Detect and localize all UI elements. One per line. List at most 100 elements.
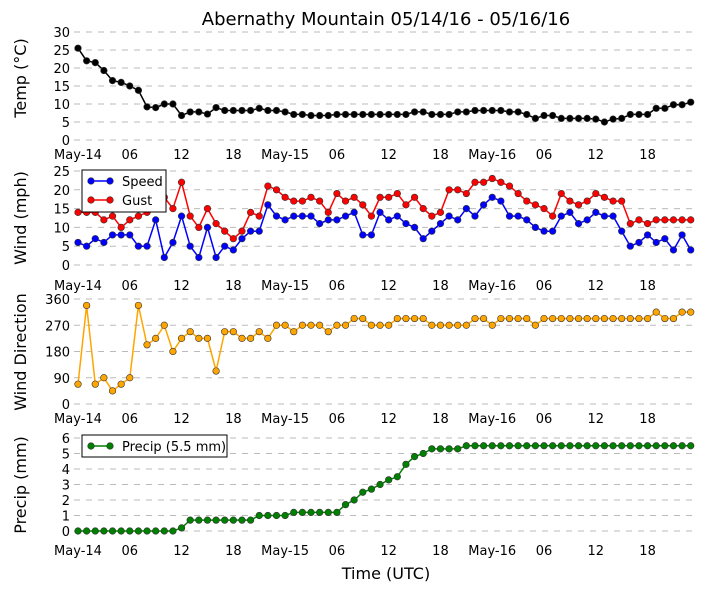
data-point [255, 104, 263, 112]
data-point [540, 442, 548, 450]
y-tick-label: 10 [53, 98, 70, 113]
data-point [255, 328, 263, 336]
data-point [376, 193, 384, 201]
data-point [678, 231, 686, 239]
data-point [359, 201, 367, 209]
data-point [635, 238, 643, 247]
data-point [212, 516, 220, 524]
data-point [669, 216, 678, 224]
data-point [100, 374, 108, 382]
data-point [592, 115, 600, 123]
y-tick-label: 15 [53, 80, 70, 95]
data-point [436, 445, 445, 453]
y-tick-label: 5 [62, 116, 70, 131]
data-point [436, 110, 445, 119]
data-point [462, 442, 470, 450]
data-point [350, 110, 358, 119]
x-tick-label: 12 [588, 279, 605, 294]
data-point [83, 301, 91, 310]
data-point [367, 485, 376, 493]
data-point [462, 108, 470, 116]
x-tick-label: 06 [329, 412, 346, 427]
y-tick-label: 25 [53, 44, 70, 59]
data-point [618, 114, 626, 122]
data-point [272, 321, 281, 329]
data-point [126, 374, 134, 382]
y-tick-label: 2 [62, 494, 70, 509]
data-point [428, 445, 436, 453]
panel-dir: 0 90 180 270 360 Wind Direction May-14 06 12 18 Ma… [11, 293, 696, 427]
data-point [376, 321, 384, 329]
data-point [540, 227, 548, 235]
data-point [497, 106, 505, 115]
data-point [488, 106, 496, 115]
data-point [264, 334, 272, 342]
data-point [514, 314, 522, 323]
series-direction [74, 301, 695, 395]
legend-marker [87, 177, 95, 185]
data-point [212, 103, 220, 112]
data-point [316, 508, 324, 517]
data-point [419, 314, 427, 323]
data-point [117, 223, 125, 231]
data-point [229, 516, 237, 524]
data-point [549, 314, 557, 323]
data-point [566, 208, 574, 216]
data-point [238, 106, 246, 115]
data-point [134, 86, 143, 94]
series-temp [74, 44, 695, 126]
x-tick-label: 06 [329, 279, 346, 294]
data-point [160, 253, 168, 262]
data-point [626, 242, 634, 250]
x-tick-label: May-14 [54, 544, 102, 559]
data-point [152, 334, 160, 342]
data-point [152, 216, 160, 224]
data-point [229, 106, 237, 115]
data-point [600, 314, 609, 323]
data-point [281, 193, 289, 201]
data-point [514, 212, 522, 220]
data-point [126, 216, 134, 224]
data-point [480, 442, 488, 450]
x-tick-label: 18 [225, 544, 242, 559]
data-point [203, 334, 212, 342]
data-point [488, 193, 496, 201]
x-tick-label: 12 [380, 279, 397, 294]
data-point [298, 508, 306, 517]
legend-marker [106, 196, 114, 204]
data-point [402, 314, 410, 323]
data-point [376, 110, 384, 119]
data-point [523, 216, 531, 224]
x-tick-label: May-15 [261, 544, 309, 559]
data-point [160, 321, 168, 329]
data-point [91, 235, 99, 243]
data-point [307, 193, 315, 201]
data-point [316, 197, 324, 205]
data-point [117, 231, 125, 239]
x-tick-label: 06 [536, 148, 553, 163]
data-point [436, 220, 445, 228]
legend: Speed Gust [81, 169, 167, 213]
y-tick-label: 0 [62, 398, 70, 413]
data-point [687, 216, 695, 224]
x-tick-label: 12 [173, 544, 190, 559]
x-tick-label: 12 [588, 148, 605, 163]
data-point [169, 238, 177, 247]
y-tick-label: 3 [62, 479, 70, 494]
data-point [635, 110, 643, 119]
data-point [462, 321, 470, 329]
data-point [169, 527, 177, 535]
data-point [281, 216, 289, 224]
data-point [462, 205, 470, 213]
data-point [272, 106, 281, 115]
x-tick-label: 18 [432, 544, 449, 559]
data-point [307, 321, 315, 329]
data-point [557, 212, 565, 220]
data-point [566, 314, 574, 323]
series-speed [74, 193, 695, 262]
data-point [592, 208, 600, 216]
legend-marker [87, 196, 95, 204]
data-point [221, 106, 229, 115]
data-point [316, 220, 324, 228]
y-tick-label: 360 [45, 293, 70, 308]
